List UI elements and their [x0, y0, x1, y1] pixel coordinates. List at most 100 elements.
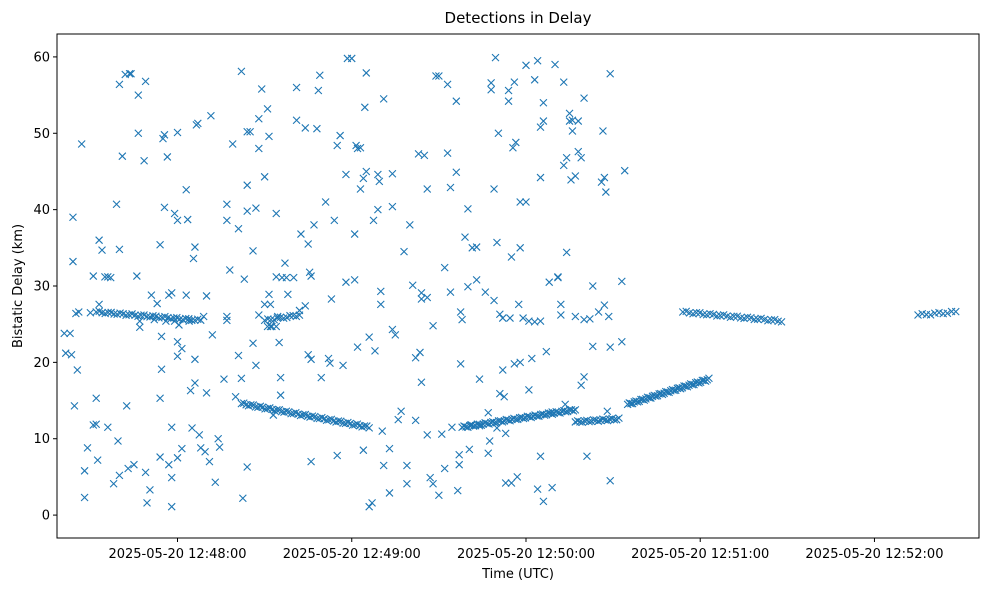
data-point-marker — [114, 437, 122, 445]
data-point-marker — [304, 240, 313, 248]
data-point-marker — [562, 248, 571, 257]
data-point-marker — [173, 337, 182, 346]
data-point-marker — [603, 416, 612, 425]
data-point-marker — [397, 407, 406, 416]
data-point-marker — [89, 272, 98, 280]
data-point-marker — [434, 72, 443, 80]
data-point-marker — [246, 401, 255, 409]
data-point-marker — [559, 161, 568, 170]
data-point-marker — [98, 308, 107, 317]
data-point-marker — [263, 104, 272, 113]
data-point-marker — [127, 69, 135, 78]
data-point-marker — [693, 378, 702, 386]
data-point-marker — [477, 421, 486, 430]
x-tick-label: 2025-05-20 12:51:00 — [631, 547, 769, 562]
data-point-marker — [540, 411, 549, 420]
data-point-marker — [522, 198, 530, 206]
data-point-marker — [951, 307, 960, 316]
data-point-marker — [182, 291, 191, 300]
data-point-marker — [571, 312, 580, 321]
data-point-marker — [562, 153, 571, 162]
data-point-marker — [173, 352, 182, 361]
data-point-marker — [202, 389, 211, 397]
y-tick-label: 20 — [33, 356, 50, 371]
data-point-marker — [265, 290, 273, 299]
data-point-marker — [292, 116, 301, 125]
data-point-marker — [610, 415, 619, 424]
data-point-marker — [92, 394, 101, 403]
data-point-marker — [504, 86, 513, 95]
x-axis-label: Time (UTC) — [481, 567, 554, 582]
data-point-marker — [141, 77, 150, 86]
data-point-marker — [182, 185, 191, 194]
data-point-marker — [326, 359, 334, 368]
data-point-marker — [511, 138, 520, 147]
data-point-marker — [199, 312, 208, 321]
data-point-marker — [705, 374, 713, 383]
data-point-marker — [193, 119, 202, 128]
data-point-marker — [373, 170, 382, 179]
data-point-marker — [106, 273, 115, 282]
data-point-marker — [508, 415, 516, 424]
data-point-marker — [299, 410, 307, 419]
data-point-marker — [494, 129, 503, 138]
data-point-marker — [283, 290, 292, 299]
data-points — [60, 53, 960, 511]
data-point-marker — [585, 417, 593, 426]
data-point-marker — [777, 317, 786, 326]
data-point-marker — [567, 405, 576, 414]
data-point-marker — [359, 446, 368, 455]
data-point-marker — [453, 486, 462, 495]
data-point-marker — [173, 216, 182, 225]
data-point-marker — [173, 453, 182, 462]
data-point-marker — [456, 308, 465, 316]
data-point-marker — [493, 238, 501, 247]
data-point-marker — [276, 391, 285, 400]
data-point-marker — [80, 493, 89, 502]
data-point-marker — [167, 502, 176, 511]
data-point-marker — [675, 383, 683, 392]
data-point-marker — [266, 322, 275, 331]
data-point-marker — [455, 450, 464, 459]
data-point-marker — [282, 407, 291, 416]
data-point-marker — [598, 415, 607, 423]
data-point-marker — [577, 381, 586, 390]
data-point-marker — [267, 315, 275, 324]
data-point-marker — [191, 355, 199, 364]
data-point-marker — [736, 313, 745, 322]
data-point-marker — [147, 291, 156, 300]
data-point-marker — [519, 314, 527, 322]
data-point-marker — [506, 314, 514, 322]
data-point-marker — [160, 130, 169, 139]
data-point-marker — [926, 310, 935, 319]
data-point-marker — [263, 315, 272, 323]
data-point-marker — [490, 418, 499, 427]
data-point-marker — [495, 310, 504, 319]
y-tick-label: 10 — [33, 432, 50, 447]
data-point-marker — [231, 392, 240, 401]
data-point-marker — [362, 69, 371, 77]
data-point-marker — [472, 276, 481, 284]
data-point-marker — [556, 300, 565, 309]
data-point-marker — [162, 317, 170, 326]
data-point-marker — [539, 497, 548, 506]
data-point-marker — [577, 153, 586, 162]
data-point-marker — [208, 330, 217, 339]
data-point-marker — [130, 460, 138, 469]
data-point-marker — [487, 85, 496, 94]
data-point-marker — [307, 272, 315, 280]
data-point-marker — [423, 293, 432, 302]
data-point-marker — [362, 167, 371, 176]
data-point-marker — [565, 117, 574, 125]
data-point-marker — [491, 53, 500, 62]
data-point-marker — [222, 316, 231, 325]
data-point-marker — [466, 421, 475, 429]
data-point-marker — [379, 95, 388, 103]
data-point-marker — [83, 444, 92, 452]
data-point-marker — [252, 204, 260, 212]
data-point-marker — [498, 366, 507, 374]
data-point-marker — [109, 479, 118, 488]
data-point-marker — [600, 173, 609, 182]
data-point-marker — [371, 347, 379, 355]
data-point-marker — [440, 464, 449, 473]
